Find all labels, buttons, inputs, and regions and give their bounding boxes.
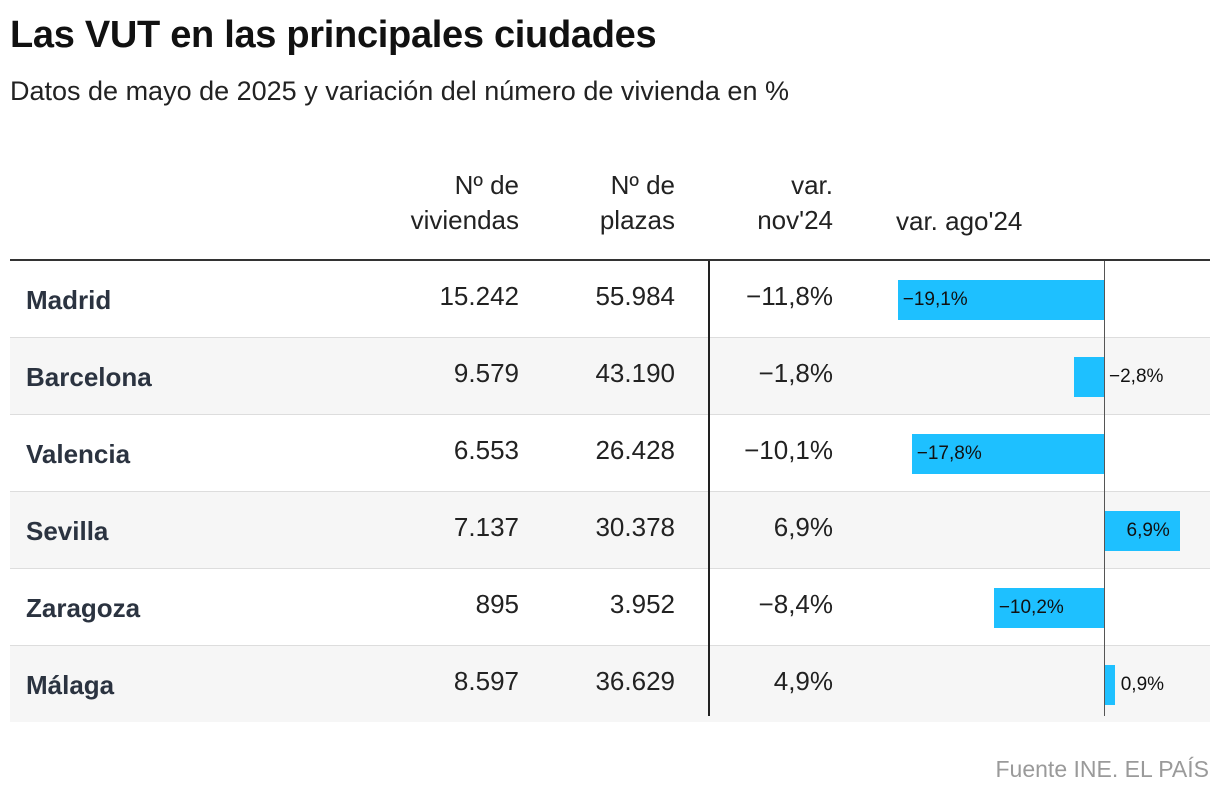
zero-axis-line (1104, 261, 1105, 716)
plazas-cell: 26.428 (595, 435, 675, 465)
source-note: Fuente INE. EL PAÍS (995, 756, 1210, 782)
var-ago-bar (1073, 357, 1104, 397)
viviendas-cell: 7.137 (453, 512, 519, 542)
plazas-cell: 43.190 (595, 358, 675, 388)
header-rule (10, 259, 1210, 261)
plazas-cell: 55.984 (595, 281, 675, 311)
header-var-ago: var. ago'24 (896, 206, 1023, 236)
header-plazas-line-1: Nº de (610, 170, 675, 200)
var-ago-bar (1105, 665, 1115, 705)
var-ago-label: −2,8% (1109, 366, 1164, 387)
city-name: Málaga (26, 670, 115, 700)
header-viviendas: Nº de viviendas (411, 168, 519, 238)
table-row: Sevilla 7.137 30.378 6,9% (10, 491, 1210, 568)
viviendas-cell: 15.242 (439, 281, 519, 311)
header-var-nov: var. nov'24 (757, 168, 833, 238)
viviendas-cell: 6.553 (453, 435, 519, 465)
header-var-nov-line-2: nov'24 (757, 205, 833, 235)
plazas-cell: 3.952 (609, 589, 675, 619)
var-ago-label: 0,9% (1120, 674, 1165, 695)
var-nov-cell: −8,4% (758, 589, 833, 619)
var-ago-label: −10,2% (998, 597, 1064, 618)
chart-title: Las VUT en las principales ciudades (10, 14, 657, 56)
var-ago-label: 6,9% (1126, 520, 1170, 541)
plazas-cell: 30.378 (595, 512, 675, 542)
var-nov-cell: 4,9% (773, 666, 833, 696)
city-name: Sevilla (26, 516, 109, 546)
table-row: Madrid 15.242 55.984 −11,8% (10, 261, 1210, 337)
table-row: Barcelona 9.579 43.190 −1,8% (10, 337, 1210, 414)
var-nov-cell: 6,9% (773, 512, 833, 542)
var-nov-cell: −1,8% (758, 358, 833, 388)
header-viviendas-line-1: Nº de (454, 170, 519, 200)
header-var-nov-line-1: var. (791, 170, 833, 200)
column-divider (708, 261, 710, 716)
viviendas-cell: 8.597 (453, 666, 519, 696)
city-name: Madrid (26, 285, 112, 315)
header-plazas: Nº de plazas (600, 168, 675, 238)
header-viviendas-line-2: viviendas (410, 205, 519, 235)
viviendas-cell: 9.579 (453, 358, 519, 388)
var-ago-label: −17,8% (916, 443, 982, 464)
var-ago-bar (993, 588, 1104, 628)
chart-subtitle: Datos de mayo de 2025 y variación del nú… (10, 76, 789, 106)
var-ago-bar (897, 280, 1104, 320)
city-name: Valencia (26, 439, 131, 469)
viviendas-cell: 895 (475, 589, 519, 619)
var-ago-bar (1105, 511, 1180, 551)
var-nov-cell: −11,8% (746, 281, 833, 311)
city-name: Barcelona (26, 362, 152, 392)
table-row: Málaga 8.597 36.629 4,9% (10, 645, 1210, 722)
city-name: Zaragoza (26, 593, 141, 623)
data-table: Madrid 15.242 55.984 −11,8% Barcelona 9.579 43… (10, 261, 1210, 722)
var-ago-bar (911, 434, 1104, 474)
var-nov-cell: −10,1% (744, 435, 833, 465)
plazas-cell: 36.629 (595, 666, 675, 696)
header-plazas-line-2: plazas (599, 205, 675, 235)
var-ago-label: −19,1% (902, 289, 968, 310)
